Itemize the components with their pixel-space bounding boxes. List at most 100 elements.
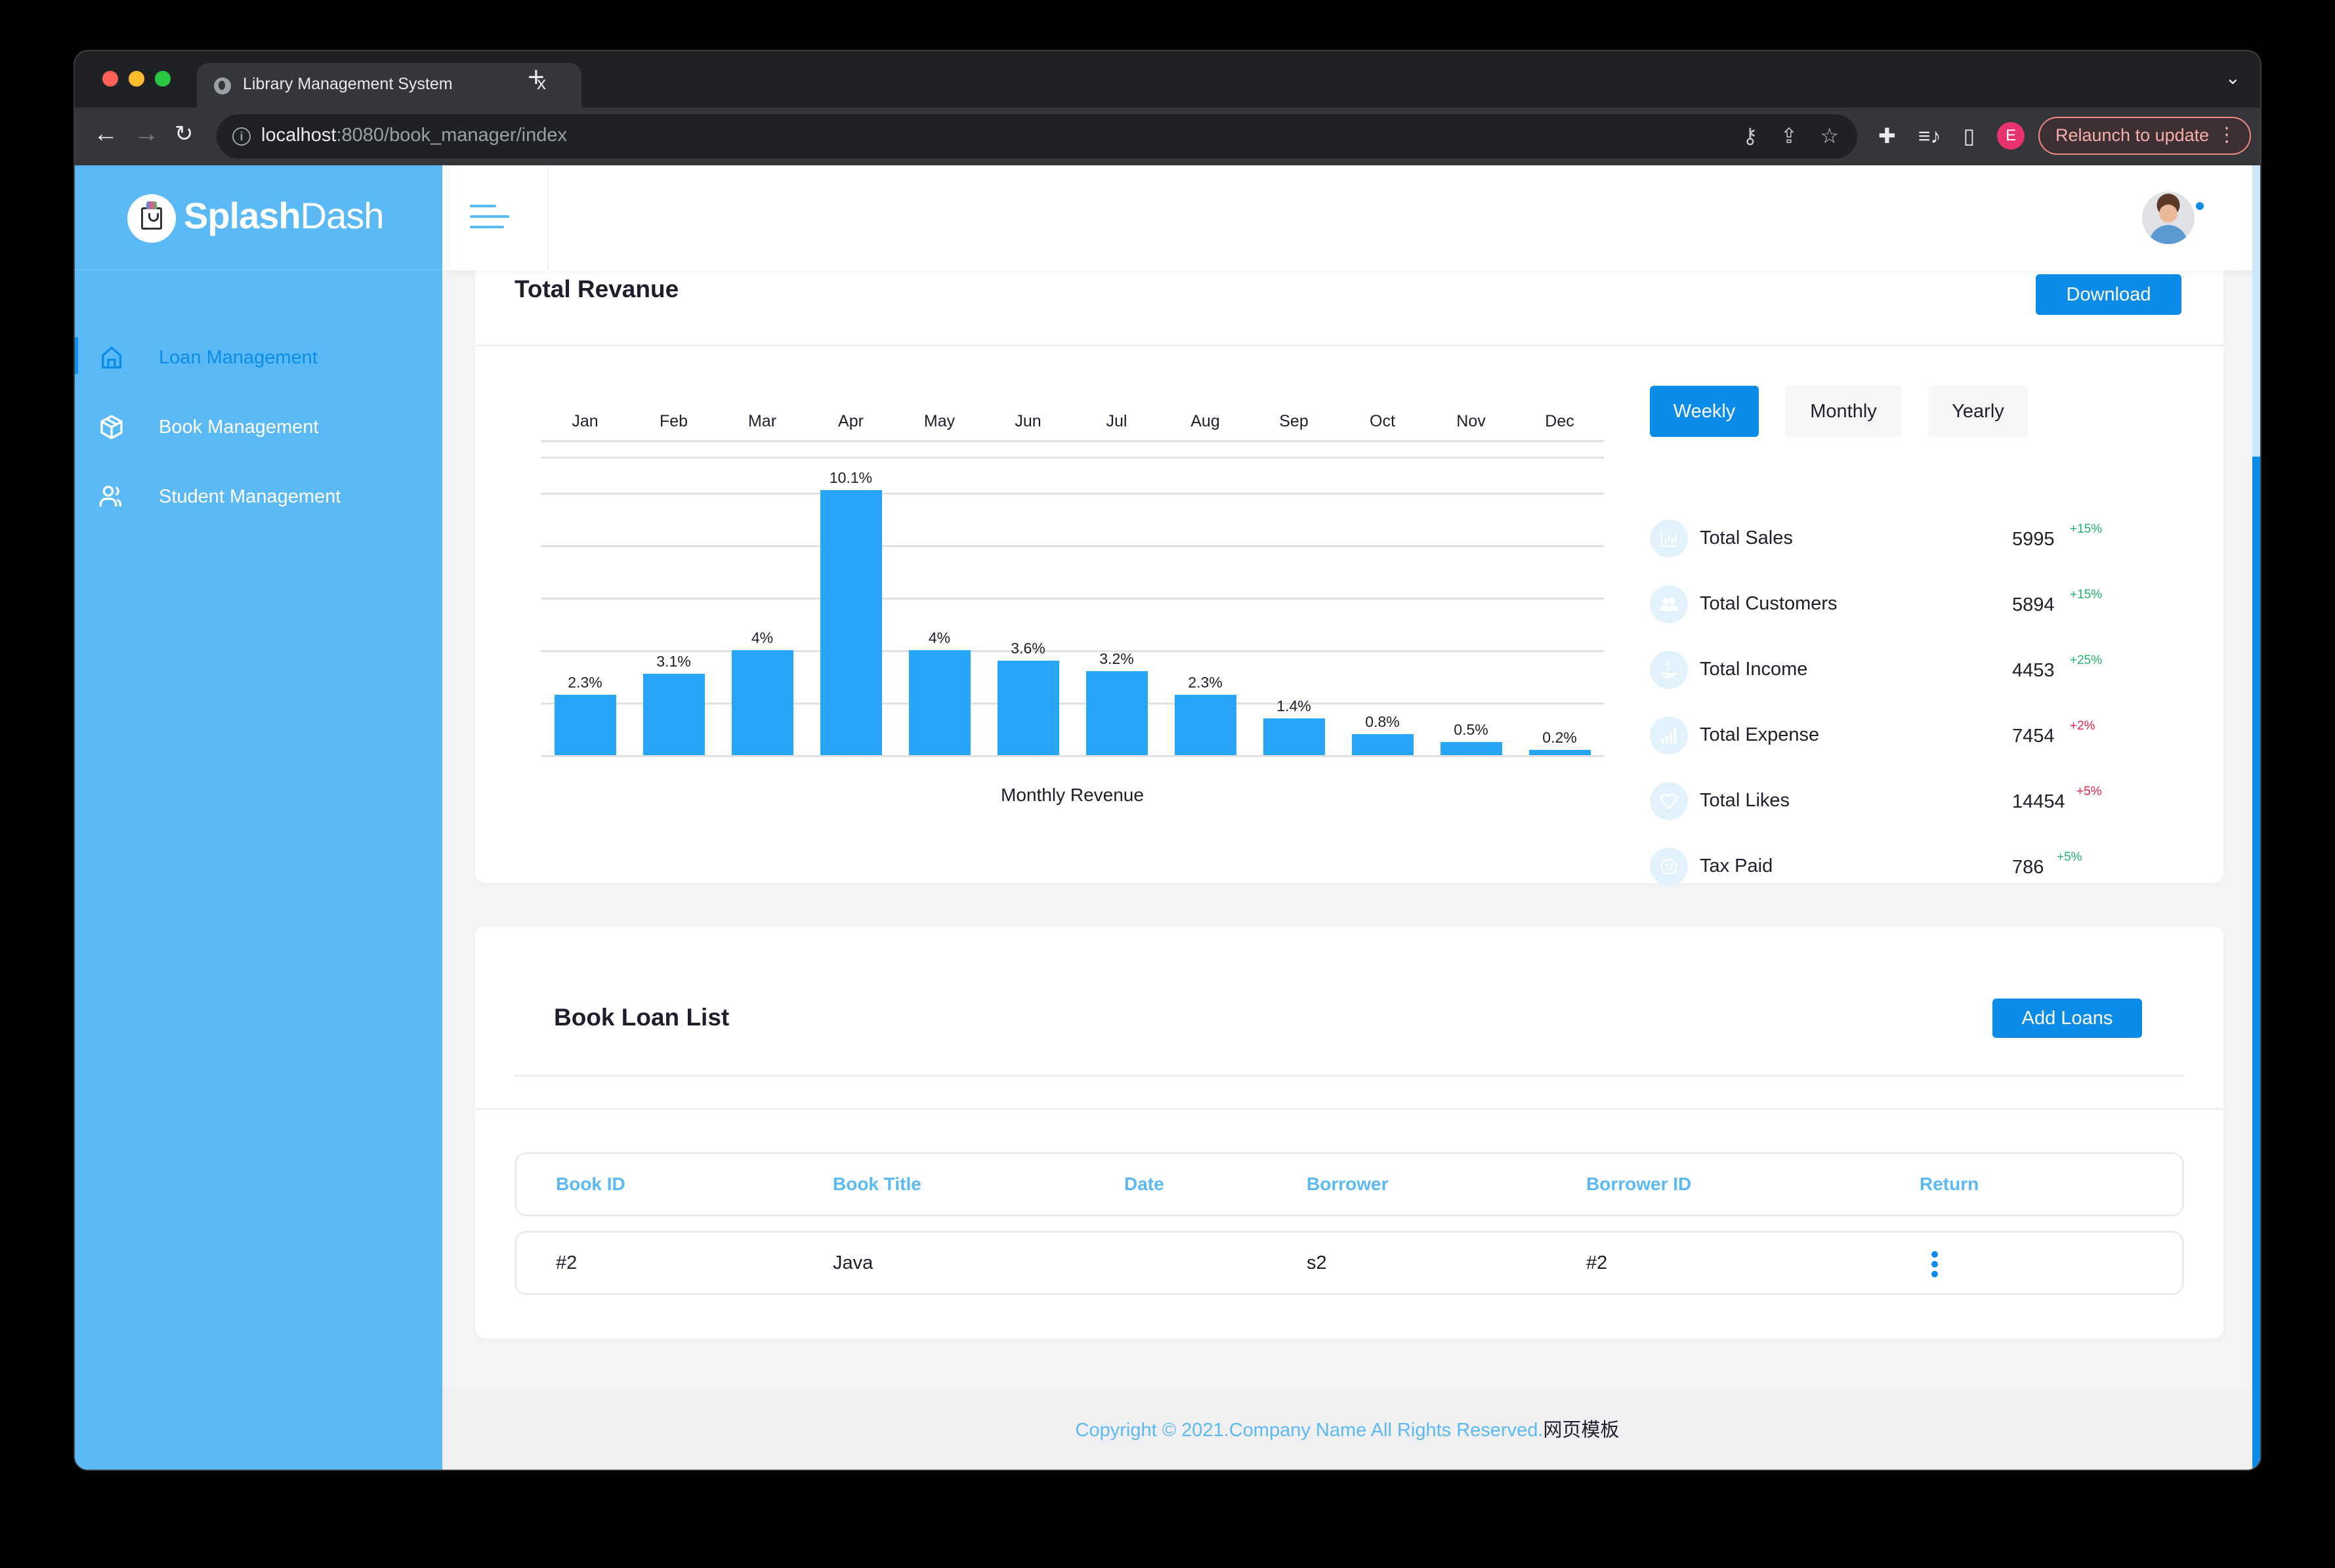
x-tick-label: Oct (1370, 412, 1395, 430)
tab-monthly[interactable]: Monthly (1785, 386, 1902, 437)
sidebar-item-label: Loan Management (159, 346, 318, 368)
address-bar[interactable]: i localhost:8080/book_manager/index ⚷ ⇪ … (217, 114, 1857, 159)
extensions-icon[interactable]: ✚ (1878, 124, 1896, 148)
shopping-bag-logo-icon (127, 194, 176, 243)
reload-icon[interactable]: ↻ (175, 121, 194, 146)
customers-icon (1650, 585, 1688, 623)
sad-face-icon (1650, 848, 1688, 886)
bar[interactable] (554, 695, 616, 755)
book-loan-card: Book Loan List Add Loans Book ID Book Ti… (475, 926, 2223, 1338)
column-header-book-id[interactable]: Book ID (556, 1174, 625, 1194)
key-icon[interactable]: ⚷ (1742, 124, 1758, 148)
minimize-window-button[interactable] (129, 71, 144, 87)
share-icon[interactable]: ⇪ (1780, 124, 1798, 148)
home-icon (102, 346, 121, 369)
template-link[interactable]: 网页模板 (1543, 1420, 1620, 1441)
page: SplashDash Loan Management Book Manageme… (75, 165, 2260, 1470)
add-loans-button[interactable]: Add Loans (1992, 999, 2142, 1038)
sidebar: SplashDash Loan Management Book Manageme… (75, 165, 442, 1470)
chart-x-label: Monthly Revenue (1001, 785, 1144, 805)
bar[interactable] (1351, 734, 1414, 755)
stat-label: Total Customers (1700, 593, 1838, 614)
bar[interactable] (731, 650, 793, 755)
return-actions-kebab-icon[interactable] (1931, 1251, 1938, 1277)
income-icon: $ (1650, 651, 1688, 689)
bar[interactable] (820, 490, 882, 755)
x-tick-label: Dec (1545, 412, 1574, 430)
table-header: Book ID Book Title Date Borrower Borrowe… (515, 1152, 2184, 1216)
column-header-borrower-id[interactable]: Borrower ID (1586, 1174, 1692, 1194)
sidebar-item-book-management[interactable]: Book Management (75, 392, 442, 462)
bar[interactable] (1085, 671, 1148, 755)
back-icon[interactable]: ← (93, 120, 118, 148)
tab-yearly[interactable]: Yearly (1928, 386, 2028, 437)
period-tabs: Weekly Monthly Yearly (1650, 386, 2028, 437)
sidebar-item-loan-management[interactable]: Loan Management (75, 323, 442, 392)
sidebar-item-student-management[interactable]: Student Management (75, 462, 442, 531)
column-header-borrower[interactable]: Borrower (1307, 1174, 1389, 1194)
cell-book-title: Java (833, 1252, 873, 1273)
tab-search-chevron-icon[interactable]: ⌄ (2225, 68, 2240, 88)
download-button[interactable]: Download (2036, 274, 2181, 315)
bar[interactable] (1174, 695, 1236, 755)
new-tab-button[interactable]: + (528, 61, 545, 93)
close-window-button[interactable] (102, 71, 118, 87)
cell-book-id: #2 (556, 1252, 578, 1273)
sidebar-nav: Loan Management Book Management Student … (75, 323, 442, 531)
bar[interactable] (997, 661, 1059, 755)
stat-total-expense: Total Expense 7454 +2% (1650, 716, 2175, 757)
stat-value: 5995 (2012, 529, 2055, 550)
brand[interactable]: SplashDash (75, 165, 442, 270)
stat-value: 14454 (2012, 791, 2065, 812)
bar-value-label: 3.2% (1099, 650, 1134, 667)
media-icon[interactable]: ≡♪ (1918, 123, 1941, 148)
gridline (541, 493, 1604, 495)
bar-value-label: 10.1% (829, 469, 873, 486)
users-icon (99, 485, 121, 506)
user-avatar[interactable] (2142, 192, 2195, 244)
star-icon[interactable]: ☆ (1820, 124, 1839, 148)
x-tick-label: Nov (1456, 412, 1486, 430)
url-text[interactable]: localhost:8080/book_manager/index (261, 125, 567, 146)
column-header-date[interactable]: Date (1124, 1174, 1164, 1194)
x-tick-label: Apr (838, 412, 864, 430)
stat-change: +15% (2070, 588, 2103, 602)
bar[interactable] (1440, 742, 1502, 755)
bar[interactable] (1528, 750, 1591, 755)
browser-tab[interactable]: Library Management System x (197, 63, 581, 108)
copyright-text: Copyright © 2021.Company Name All Rights… (1075, 1420, 1544, 1441)
stats-panel: Weekly Monthly Yearly Total Sales 5995 +… (1650, 346, 2214, 886)
bar-value-label: 0.2% (1542, 729, 1577, 746)
info-icon[interactable]: i (232, 127, 251, 146)
online-status-dot (2196, 202, 2204, 210)
bar-chart-icon (1650, 520, 1688, 558)
box-icon (100, 415, 123, 440)
bar[interactable] (1263, 718, 1325, 755)
bar[interactable] (908, 650, 971, 755)
scrollbar-thumb[interactable] (2252, 457, 2260, 1470)
stat-label: Total Likes (1700, 790, 1790, 811)
relaunch-label: Relaunch to update (2055, 125, 2210, 145)
gridline (541, 703, 1604, 705)
profile-avatar[interactable]: E (1997, 122, 2025, 150)
forward-icon[interactable]: → (134, 120, 159, 148)
x-tick-label: Jul (1106, 412, 1127, 430)
bar-value-label: 4% (751, 629, 774, 646)
stat-change: +2% (2070, 719, 2095, 733)
bar[interactable] (642, 674, 705, 755)
column-header-book-title[interactable]: Book Title (833, 1174, 921, 1194)
more-icon[interactable]: ⋮ (2217, 124, 2237, 146)
sidebar-item-label: Student Management (159, 485, 341, 507)
x-tick-label: Feb (659, 412, 688, 430)
stat-label: Total Income (1700, 659, 1808, 680)
column-header-return[interactable]: Return (1920, 1174, 1979, 1194)
x-tick-label: Sep (1279, 412, 1309, 430)
tab-weekly[interactable]: Weekly (1650, 386, 1759, 437)
menu-toggle-icon[interactable] (470, 205, 509, 231)
table-row: #2 Java s2 #2 (515, 1231, 2184, 1295)
tab-close-icon[interactable]: x (537, 73, 546, 93)
maximize-window-button[interactable] (155, 71, 171, 87)
sidepanel-icon[interactable]: ▯ (1963, 124, 1975, 148)
loans-title: Book Loan List (554, 1004, 730, 1031)
relaunch-button[interactable]: Relaunch to update ⋮ (2038, 117, 2251, 155)
